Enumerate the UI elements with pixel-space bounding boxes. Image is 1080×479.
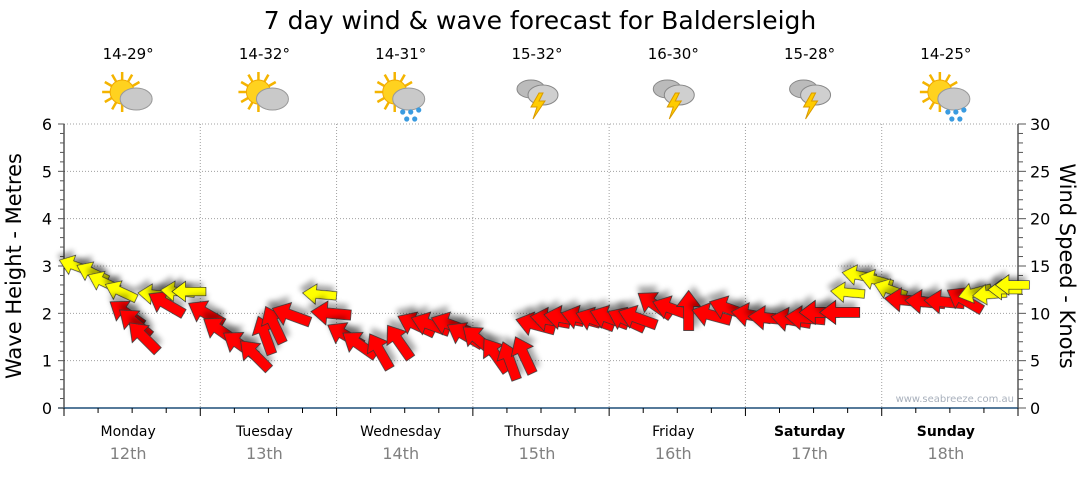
right-tick-label: 25 (1030, 162, 1050, 181)
left-tick-label: 1 (42, 352, 52, 371)
wind-arrow-yellow (830, 281, 866, 304)
day-date: 14th (382, 444, 419, 463)
day-date: 18th (927, 444, 964, 463)
wind-arrow-red (691, 301, 733, 327)
wind-arrow-yellow (302, 283, 338, 305)
day-name: Monday (101, 424, 156, 440)
right-tick-label: 10 (1030, 304, 1050, 323)
day-name: Wednesday (360, 424, 441, 440)
day-date: 12th (110, 444, 147, 463)
storm-icon (652, 79, 695, 120)
wind-arrow-yellow (994, 274, 1030, 296)
right-tick-label: 20 (1030, 210, 1050, 229)
wind-arrow-yellow (104, 280, 139, 304)
day-temp: 15-28° (784, 45, 835, 63)
right-axis-label: Wind Speed - Knots (1055, 163, 1079, 368)
left-tick-label: 4 (42, 210, 52, 229)
day-name: Sunday (917, 424, 975, 440)
watermark: www.seabreeze.com.au (896, 394, 1014, 405)
day-date: 13th (246, 444, 283, 463)
left-tick-label: 2 (42, 304, 52, 323)
wind-arrow-red (310, 300, 352, 326)
day-temp: 14-25° (920, 45, 971, 63)
left-tick-label: 3 (42, 257, 52, 276)
day-name: Friday (652, 424, 694, 440)
right-tick-label: 5 (1030, 352, 1040, 371)
left-tick-label: 0 (42, 399, 52, 418)
day-temp: 16-30° (648, 45, 699, 63)
wind-arrow-red (510, 336, 538, 376)
right-tick-label: 0 (1030, 399, 1040, 418)
wind-arrow-red (946, 287, 985, 315)
right-tick-label: 30 (1030, 115, 1050, 134)
day-name: Saturday (774, 424, 845, 440)
day-temp: 14-32° (239, 45, 290, 63)
wind-arrow-red (366, 333, 395, 372)
wind-arrow-red (128, 322, 162, 356)
wind-arrow-red (240, 340, 274, 374)
left-tick-label: 6 (42, 115, 52, 134)
day-date: 17th (791, 444, 828, 463)
day-name: Thursday (503, 424, 569, 440)
right-tick-label: 15 (1030, 257, 1050, 276)
day-date: 15th (519, 444, 556, 463)
wind-arrow-red (618, 304, 659, 331)
day-temp: 14-31° (375, 45, 426, 63)
partly-cloudy-icon (102, 72, 153, 112)
sun-showers-icon (374, 72, 426, 122)
left-tick-label: 5 (42, 162, 52, 181)
wind-arrow-red (271, 301, 313, 328)
partly-cloudy-icon (238, 72, 289, 112)
sun-showers-icon (919, 72, 971, 122)
storm-icon (516, 79, 559, 120)
day-temp: 14-29° (103, 45, 154, 63)
wind-arrow-red (675, 289, 702, 331)
wind-arrow-red (386, 324, 416, 362)
wind-arrow-red (819, 299, 861, 326)
wind-arrow-yellow (171, 280, 207, 303)
day-name: Tuesday (235, 424, 293, 440)
day-temp: 15-32° (511, 45, 562, 63)
left-axis-label: Wave Height - Metres (2, 153, 26, 379)
wind-arrow-red (148, 290, 187, 319)
storm-icon (789, 79, 832, 120)
day-date: 16th (655, 444, 692, 463)
chart-title: 7 day wind & wave forecast for Baldersle… (264, 6, 817, 35)
